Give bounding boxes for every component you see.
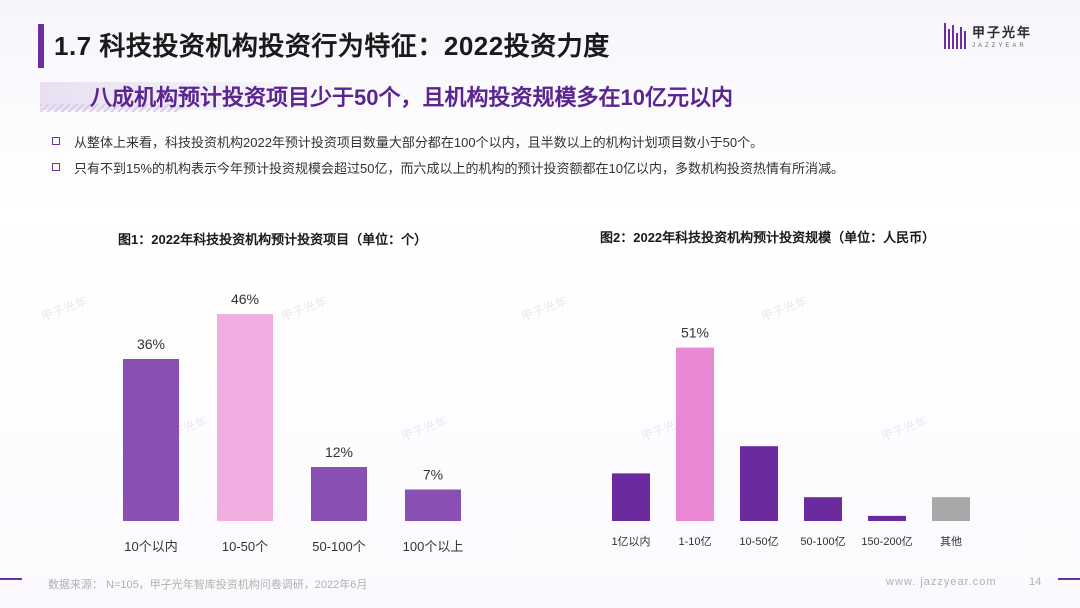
data-source: 数据来源： N=105，甲子光年智库投资机构问卷调研，2022年6月 <box>48 579 368 591</box>
chart1-value-label: 46% <box>231 291 259 307</box>
chart2-category-label: 50-100亿 <box>800 535 845 548</box>
chart1-category-label: 100个以上 <box>403 539 464 554</box>
logo-icon <box>944 22 966 49</box>
chart2-bar <box>740 446 778 521</box>
chart1-value-label: 7% <box>423 467 443 483</box>
chart2-category-label: 1亿以内 <box>611 534 650 548</box>
chart1-category-label: 10-50个 <box>222 539 268 554</box>
chart2-bar <box>612 473 650 521</box>
square-bullet-icon <box>52 163 60 171</box>
page-number: 14 <box>1029 576 1042 588</box>
chart1-bar <box>217 314 273 521</box>
logo: 甲子光年 JAZZYEAR <box>944 22 1032 49</box>
chart1-category-label: 10个以内 <box>124 539 177 554</box>
bullet-text: 从整体上来看，科技投资机构2022年预计投资项目数量大部分都在100个以内，且半… <box>74 134 764 150</box>
footer-url: www. jazzyear.com <box>886 576 997 588</box>
footer-accent-line <box>0 578 22 580</box>
page-title: 1.7 科技投资机构投资行为特征：2022投资力度 <box>54 31 610 61</box>
footer-accent-line <box>1058 578 1080 580</box>
bullet-list: 从整体上来看，科技投资机构2022年预计投资项目数量大部分都在100个以内，且半… <box>52 128 844 180</box>
chart1-title: 图1：2022年科技投资机构预计投资项目（单位：个） <box>118 232 428 247</box>
chart1-value-label: 36% <box>137 336 165 352</box>
chart2-bar <box>932 497 970 521</box>
title-accent-bar <box>38 24 44 68</box>
chart2-category-label: 150-200亿 <box>861 535 912 548</box>
chart2-category-label: 10-50亿 <box>739 535 778 548</box>
subtitle: 八成机构预计投资项目少于50个，且机构投资规模多在10亿元以内 <box>90 85 733 110</box>
chart1-category-label: 50-100个 <box>312 539 365 554</box>
chart2-bar <box>676 347 714 521</box>
square-bullet-icon <box>52 137 60 145</box>
chart2-bar <box>868 515 906 521</box>
subtitle-stripes <box>40 104 180 112</box>
chart1-bar <box>311 467 367 521</box>
chart2-category-label: 1-10亿 <box>678 535 711 548</box>
chart1-bar <box>123 359 179 521</box>
bullet-item: 只有不到15%的机构表示今年预计投资规模会超过50亿，而六成以上的机构的预计投资… <box>52 154 844 180</box>
chart2-category-label: 其他 <box>940 535 962 548</box>
logo-cn-text: 甲子光年 <box>972 25 1033 40</box>
chart1-value-label: 12% <box>325 444 353 460</box>
chart1-bar <box>405 489 461 521</box>
logo-en-text: JAZZYEAR <box>972 43 1027 49</box>
chart2-value-label: 51% <box>681 325 709 341</box>
chart2-bar <box>804 497 842 521</box>
chart2-title: 图2：2022年科技投资机构预计投资规模（单位：人民币） <box>600 230 936 245</box>
bullet-item: 从整体上来看，科技投资机构2022年预计投资项目数量大部分都在100个以内，且半… <box>52 128 844 154</box>
bullet-text: 只有不到15%的机构表示今年预计投资规模会超过50亿，而六成以上的机构的预计投资… <box>74 160 844 176</box>
